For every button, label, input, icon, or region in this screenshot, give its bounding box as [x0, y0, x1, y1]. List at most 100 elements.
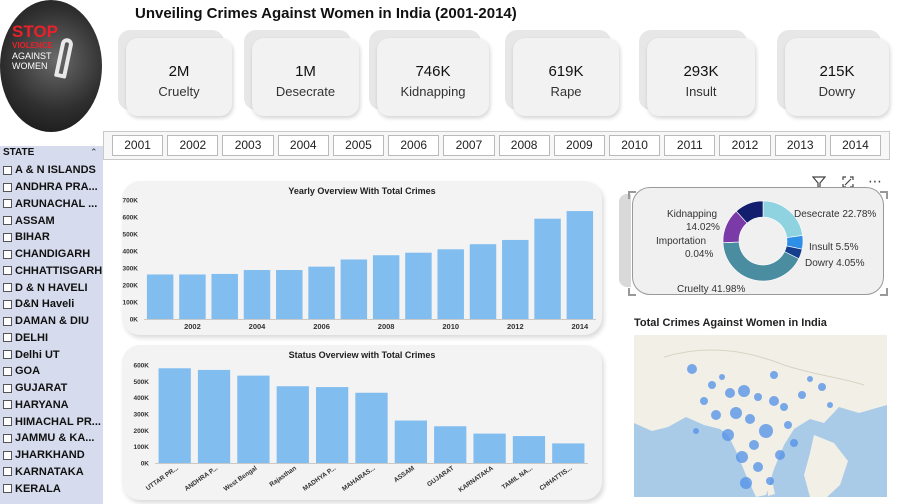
bar[interactable] [315, 387, 349, 463]
year-button-2002[interactable]: 2002 [167, 135, 219, 156]
bar[interactable] [469, 244, 497, 319]
year-button-2011[interactable]: 2011 [664, 135, 716, 156]
checkbox[interactable] [3, 366, 12, 376]
bar[interactable] [473, 433, 506, 463]
year-button-2010[interactable]: 2010 [608, 135, 661, 156]
year-button-2001[interactable]: 2001 [112, 135, 164, 156]
bar[interactable] [276, 386, 309, 463]
checkbox[interactable] [3, 433, 12, 443]
more-options-icon[interactable]: ⋯ [868, 173, 883, 189]
bar[interactable] [512, 436, 546, 463]
donut-slice-cruelty[interactable] [722, 241, 800, 282]
state-item[interactable]: A & N ISLANDS [3, 162, 101, 179]
year-button-2004[interactable]: 2004 [277, 135, 329, 156]
map-bubble[interactable] [725, 388, 735, 398]
checkbox[interactable] [3, 165, 12, 175]
bar[interactable] [308, 266, 335, 319]
map-bubble[interactable] [790, 439, 798, 447]
bar[interactable] [372, 255, 400, 319]
year-button-2012[interactable]: 2012 [719, 135, 771, 156]
map-bubble[interactable] [722, 429, 734, 441]
year-button-2014[interactable]: 2014 [829, 135, 882, 156]
map-bubble[interactable] [798, 391, 806, 399]
bar[interactable] [211, 273, 238, 319]
bar[interactable] [146, 274, 174, 319]
map-bubble[interactable] [745, 414, 755, 424]
bar[interactable] [566, 211, 594, 319]
chevron-up-icon[interactable]: ⌃ [90, 147, 98, 157]
state-item[interactable]: GOA [3, 363, 101, 380]
year-button-2003[interactable]: 2003 [222, 135, 274, 156]
checkbox[interactable] [3, 283, 12, 293]
checkbox[interactable] [3, 484, 12, 494]
state-item[interactable]: DELHI [3, 330, 101, 347]
bar[interactable] [552, 443, 585, 463]
map-bubble[interactable] [730, 407, 742, 419]
state-item[interactable]: ANDHRA PRA... [3, 179, 101, 196]
map-bubble[interactable] [766, 477, 774, 485]
checkbox[interactable] [3, 450, 12, 460]
map-bubble[interactable] [807, 376, 813, 382]
checkbox[interactable] [3, 333, 12, 343]
checkbox[interactable] [3, 316, 12, 326]
map-bubble[interactable] [740, 477, 752, 489]
state-item[interactable]: CHANDIGARH [3, 246, 101, 263]
map-bubble[interactable] [687, 364, 697, 374]
checkbox[interactable] [3, 299, 12, 309]
state-item[interactable]: DAMAN & DIU [3, 313, 101, 330]
state-item[interactable]: ASSAM [3, 212, 101, 229]
state-item[interactable]: ARUNACHAL ... [3, 196, 101, 213]
checkbox[interactable] [3, 350, 12, 360]
map-bubble[interactable] [769, 396, 779, 406]
donut-slice-rape[interactable] [735, 200, 764, 224]
map-bubble[interactable] [738, 385, 750, 397]
bar[interactable] [340, 259, 368, 320]
map-bubble[interactable] [711, 410, 721, 420]
checkbox[interactable] [3, 400, 12, 410]
bar[interactable] [534, 218, 561, 319]
year-button-2009[interactable]: 2009 [553, 135, 605, 156]
resize-handle-bl[interactable] [628, 288, 636, 296]
map-bubble[interactable] [770, 371, 778, 379]
bar[interactable] [434, 426, 467, 463]
checkbox[interactable] [3, 232, 12, 242]
bar[interactable] [237, 375, 270, 463]
checkbox[interactable] [3, 182, 12, 192]
bar[interactable] [276, 270, 303, 319]
india-bubble-map[interactable] [634, 335, 887, 497]
year-button-2005[interactable]: 2005 [332, 135, 385, 156]
map-bubble[interactable] [700, 397, 708, 405]
year-button-2013[interactable]: 2013 [774, 135, 826, 156]
state-item[interactable]: KARNATAKA [3, 464, 101, 481]
checkbox[interactable] [3, 266, 12, 276]
checkbox[interactable] [3, 249, 12, 259]
checkbox[interactable] [3, 216, 12, 226]
bar[interactable] [502, 239, 529, 319]
map-bubble[interactable] [780, 403, 788, 411]
bar[interactable] [405, 252, 432, 319]
checkbox[interactable] [3, 417, 12, 427]
checkbox[interactable] [3, 467, 12, 477]
map-bubble[interactable] [784, 421, 792, 429]
state-item[interactable]: KERALA [3, 480, 101, 497]
map-bubble[interactable] [736, 451, 748, 463]
year-button-2006[interactable]: 2006 [388, 135, 440, 156]
state-item[interactable]: D&N Haveli [3, 296, 101, 313]
map-bubble[interactable] [708, 381, 716, 389]
map-bubble[interactable] [827, 402, 833, 408]
bar[interactable] [355, 392, 388, 463]
map-bubble[interactable] [775, 450, 785, 460]
state-item[interactable]: JHARKHAND [3, 447, 101, 464]
state-item[interactable]: JAMMU & KA... [3, 430, 101, 447]
bar[interactable] [179, 274, 206, 319]
bar[interactable] [243, 270, 271, 319]
state-item[interactable]: HIMACHAL PR... [3, 413, 101, 430]
map-bubble[interactable] [754, 393, 762, 401]
map-bubble[interactable] [693, 428, 699, 434]
state-item[interactable]: GUJARAT [3, 380, 101, 397]
bar[interactable] [437, 249, 464, 319]
map-bubble[interactable] [753, 462, 763, 472]
resize-handle-br[interactable] [880, 288, 888, 296]
map-bubble[interactable] [818, 383, 826, 391]
map-bubble[interactable] [759, 424, 773, 438]
